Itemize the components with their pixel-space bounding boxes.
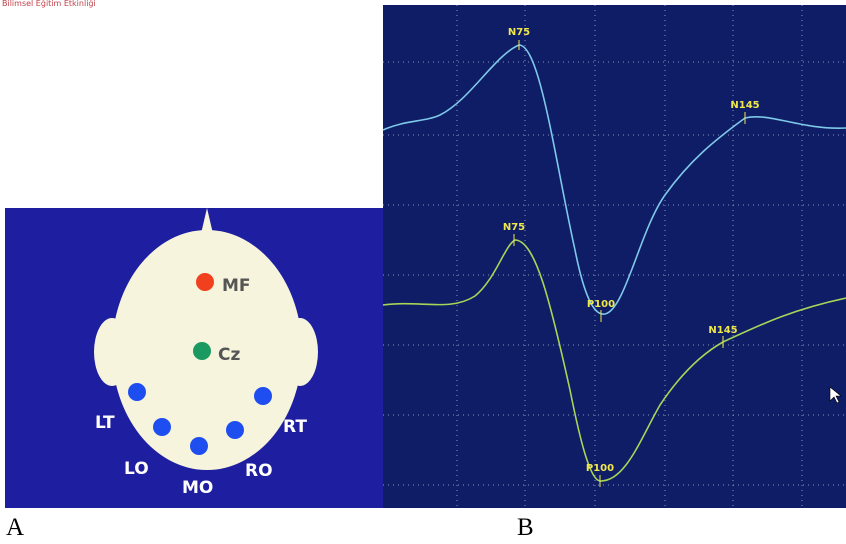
electrode-label: MF [222, 276, 251, 296]
panel-label: B [517, 514, 534, 541]
grid [383, 5, 846, 508]
mouse-cursor [829, 386, 842, 404]
electrode-label: LO [124, 459, 149, 479]
electrode-lo [153, 418, 171, 436]
electrode-mo [190, 437, 208, 455]
peak-label: P100 [586, 463, 614, 474]
peak-label: N75 [508, 27, 530, 38]
electrode-label: RO [245, 461, 273, 481]
upper-trace [382, 44, 846, 315]
electrode-cz [193, 342, 211, 360]
lower-trace [382, 239, 846, 482]
peak-label: N145 [708, 325, 737, 336]
electrode-label: LT [95, 413, 115, 433]
panel-label: A [6, 514, 24, 541]
header-text: Bilimsel Eğitim Etkinliği [2, 0, 96, 8]
peak-label: N145 [730, 100, 759, 111]
electrode-label: RT [283, 417, 307, 437]
electrode-lt [128, 383, 146, 401]
panel-b-background [383, 5, 846, 508]
peak-label: N75 [503, 222, 525, 233]
electrode-label: Cz [218, 345, 240, 365]
peak-label: P100 [587, 299, 615, 310]
electrode-mf [196, 273, 214, 291]
electrode-label: MO [182, 478, 213, 498]
electrode-ro [226, 421, 244, 439]
electrode-rt [254, 387, 272, 405]
peak-markers [513, 40, 746, 487]
